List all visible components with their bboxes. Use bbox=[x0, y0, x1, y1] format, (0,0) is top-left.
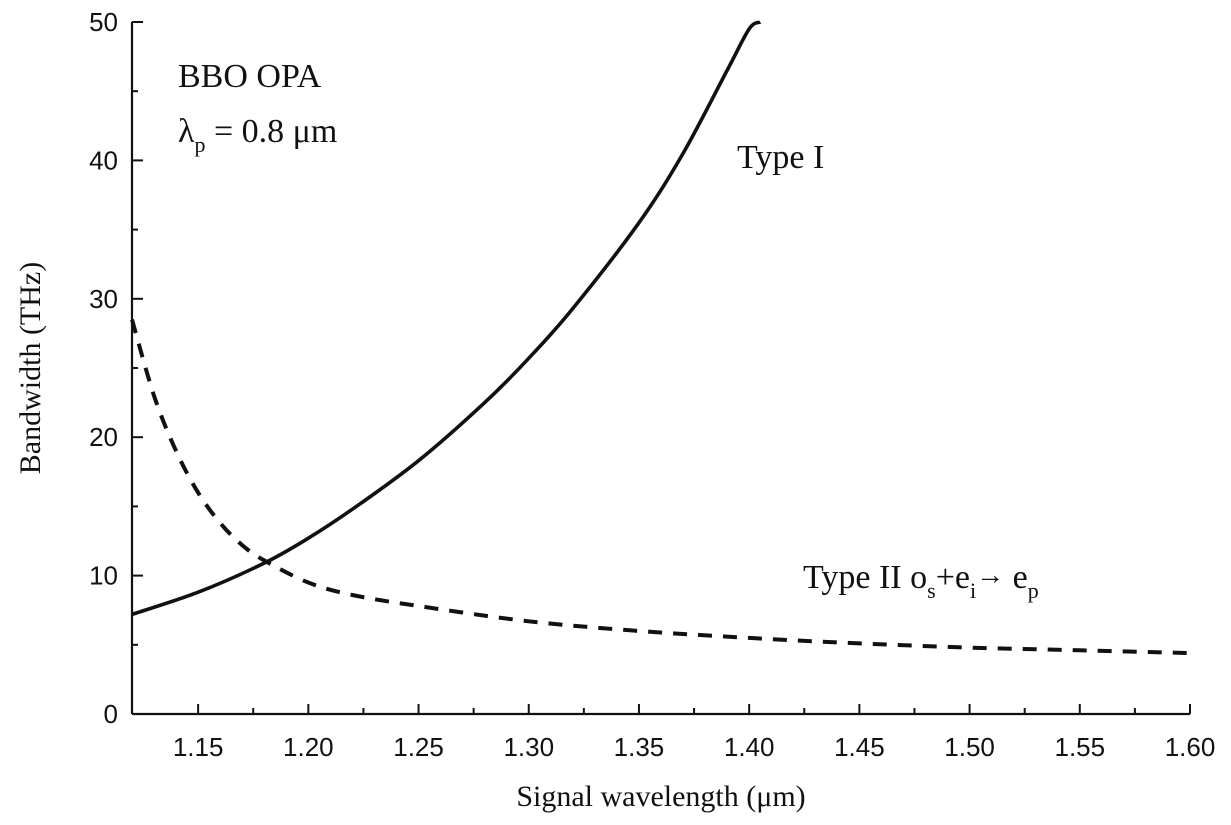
type2-plus-e: +e bbox=[936, 559, 970, 596]
x-tick-label: 1.45 bbox=[834, 732, 885, 762]
y-tick-label: 40 bbox=[89, 145, 118, 175]
pump-subscript: p bbox=[195, 132, 206, 157]
x-ticks: 1.15 1.20 1.25 1.30 1.35 1.40 1.45 1.50 1.55 1.60 bbox=[173, 704, 1215, 762]
plot-area bbox=[130, 20, 1191, 656]
series-type-1-label: Type I bbox=[737, 139, 824, 176]
annotation-title: BBO OPA bbox=[178, 58, 322, 95]
annotation-pump-wavelength: λp = 0.8 μm bbox=[178, 113, 337, 157]
y-tick-label: 10 bbox=[89, 561, 118, 591]
x-tick-label: 1.35 bbox=[614, 732, 665, 762]
type2-s-sub: s bbox=[927, 578, 936, 603]
x-tick-label: 1.40 bbox=[724, 732, 775, 762]
y-tick-label: 30 bbox=[89, 284, 118, 314]
x-tick-label: 1.25 bbox=[393, 732, 444, 762]
y-axis-label: Bandwidth (THz) bbox=[14, 262, 47, 474]
x-tick-label: 1.60 bbox=[1165, 732, 1216, 762]
x-tick-label: 1.30 bbox=[503, 732, 554, 762]
y-tick-label: 20 bbox=[89, 422, 118, 452]
type2-e-after: e bbox=[1004, 559, 1028, 596]
y-tick-label: 50 bbox=[89, 7, 118, 37]
type2-arrow: → bbox=[976, 560, 1004, 591]
pump-value: = 0.8 μm bbox=[206, 113, 338, 150]
type2-i-sub: i bbox=[970, 578, 976, 603]
series-type-2-line bbox=[130, 319, 1191, 656]
type2-prefix: Type II o bbox=[803, 559, 927, 596]
x-tick-label: 1.55 bbox=[1054, 732, 1105, 762]
type2-p-sub: p bbox=[1028, 578, 1039, 603]
y-tick-label: 0 bbox=[104, 699, 118, 729]
x-tick-label: 1.20 bbox=[283, 732, 334, 762]
series-type-2-label: Type II os+ei→ ep bbox=[803, 559, 1039, 603]
series-type-1-line bbox=[131, 20, 762, 617]
x-tick-label: 1.15 bbox=[173, 732, 224, 762]
y-ticks: 0 10 20 30 40 50 bbox=[89, 7, 143, 729]
lambda-symbol: λ bbox=[178, 113, 195, 150]
x-axis-label: Signal wavelength (μm) bbox=[516, 780, 805, 813]
x-tick-label: 1.50 bbox=[944, 732, 995, 762]
